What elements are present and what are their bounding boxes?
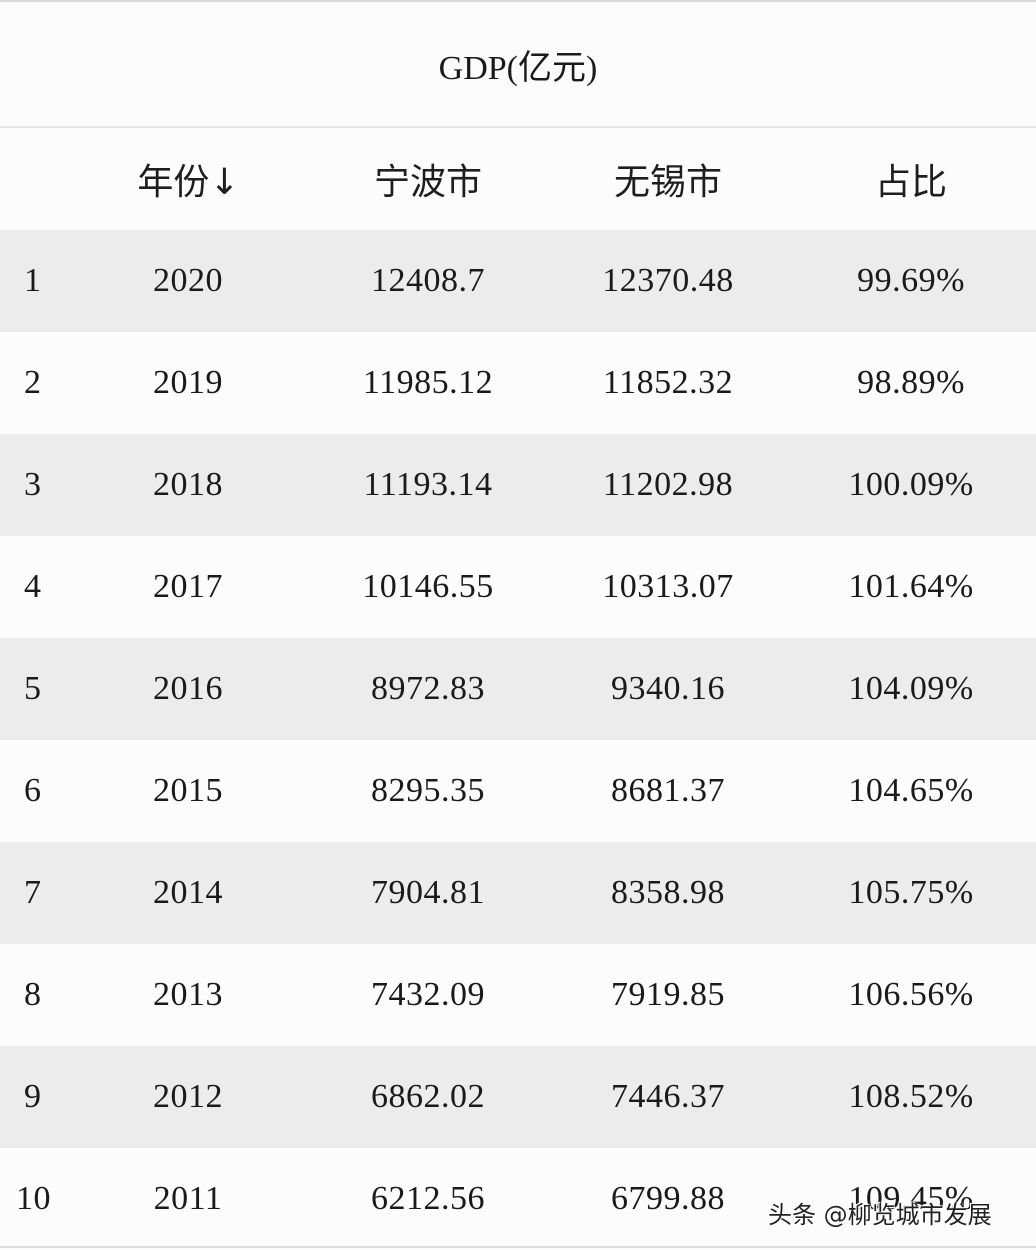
cell-wuxi-gdp: 7446.37 xyxy=(611,1078,725,1115)
table-row: 6 2015 8295.35 8681.37 104.65% xyxy=(0,740,1036,842)
cell-wuxi-gdp: 7919.85 xyxy=(611,976,725,1013)
cell-year: 2015 xyxy=(153,772,223,809)
table-row: 7 2014 7904.81 8358.98 105.75% xyxy=(0,842,1036,944)
cell-year: 2013 xyxy=(153,976,223,1013)
header-index xyxy=(0,128,70,230)
row-index: 6 xyxy=(24,772,42,809)
row-index: 4 xyxy=(24,568,42,605)
cell-ratio: 108.52% xyxy=(848,1078,974,1115)
table-row: 10 2011 6212.56 6799.88 109.45% xyxy=(0,1148,1036,1250)
cell-wuxi-gdp: 6799.88 xyxy=(611,1180,725,1217)
table-row: 2 2019 11985.12 11852.32 98.89% xyxy=(0,332,1036,434)
cell-year: 2020 xyxy=(153,262,223,299)
cell-ningbo-gdp: 6212.56 xyxy=(371,1180,485,1217)
cell-ratio: 106.56% xyxy=(848,976,974,1013)
cell-wuxi-gdp: 9340.16 xyxy=(611,670,725,707)
row-index: 3 xyxy=(24,466,42,503)
cell-ningbo-gdp: 11193.14 xyxy=(363,466,493,503)
row-index: 10 xyxy=(16,1180,51,1217)
cell-wuxi-gdp: 8358.98 xyxy=(611,874,725,911)
cell-ningbo-gdp: 8972.83 xyxy=(371,670,485,707)
table-row: 9 2012 6862.02 7446.37 108.52% xyxy=(0,1046,1036,1148)
cell-ratio: 101.64% xyxy=(848,568,974,605)
cell-ningbo-gdp: 7904.81 xyxy=(371,874,485,911)
table-row: 8 2013 7432.09 7919.85 106.56% xyxy=(0,944,1036,1046)
cell-year: 2011 xyxy=(153,1180,223,1217)
cell-wuxi-gdp: 8681.37 xyxy=(611,772,725,809)
cell-year: 2014 xyxy=(153,874,223,911)
cell-ningbo-gdp: 7432.09 xyxy=(371,976,485,1013)
cell-wuxi-gdp: 12370.48 xyxy=(602,262,734,299)
header-row: 年份↓ 宁波市 无锡市 占比 xyxy=(0,128,1036,230)
cell-year: 2018 xyxy=(153,466,223,503)
cell-ratio: 99.69% xyxy=(857,262,965,299)
cell-ningbo-gdp: 12408.7 xyxy=(371,262,485,299)
watermark: 头条 @柳览城市发展 xyxy=(768,1201,992,1229)
cell-year: 2017 xyxy=(153,568,223,605)
cell-year: 2019 xyxy=(153,364,223,401)
cell-ningbo-gdp: 6862.02 xyxy=(371,1078,485,1115)
header-wuxi[interactable]: 无锡市 xyxy=(613,162,722,203)
row-index: 2 xyxy=(24,364,42,401)
table-row: 4 2017 10146.55 10313.07 101.64% xyxy=(0,536,1036,638)
cell-ratio: 104.65% xyxy=(848,772,974,809)
header-ningbo[interactable]: 宁波市 xyxy=(373,162,482,203)
row-index: 9 xyxy=(24,1078,42,1115)
cell-ningbo-gdp: 8295.35 xyxy=(371,772,485,809)
cell-wuxi-gdp: 10313.07 xyxy=(602,568,734,605)
cell-wuxi-gdp: 11202.98 xyxy=(602,466,734,503)
cell-wuxi-gdp: 11852.32 xyxy=(602,364,734,401)
cell-ratio: 105.75% xyxy=(848,874,974,911)
bottom-border xyxy=(0,1246,1036,1248)
cell-ratio: 109.45% xyxy=(848,1180,974,1217)
top-border xyxy=(0,0,1036,2)
table-row: 5 2016 8972.83 9340.16 104.09% xyxy=(0,638,1036,740)
cell-ratio: 104.09% xyxy=(848,670,974,707)
row-index: 1 xyxy=(24,262,42,299)
cell-ratio: 98.89% xyxy=(857,364,965,401)
header-year-sort[interactable]: 年份↓ xyxy=(137,162,240,203)
cell-ningbo-gdp: 11985.12 xyxy=(362,364,494,401)
row-index: 5 xyxy=(24,670,42,707)
table-row: 1 2020 12408.7 12370.48 99.69% xyxy=(0,230,1036,332)
row-index: 7 xyxy=(24,874,42,911)
row-index: 8 xyxy=(24,976,42,1013)
header-ratio[interactable]: 占比 xyxy=(874,162,947,203)
table-row: 3 2018 11193.14 11202.98 100.09% xyxy=(0,434,1036,536)
gdp-table: 年份↓ 宁波市 无锡市 占比 1 2020 12408.7 12370.48 99.69… xyxy=(0,128,1036,1250)
title-divider xyxy=(0,126,1036,128)
table-title: GDP(亿元) xyxy=(0,2,1036,126)
cell-year: 2012 xyxy=(153,1078,223,1115)
cell-ratio: 100.09% xyxy=(848,466,974,503)
cell-ningbo-gdp: 10146.55 xyxy=(362,568,494,605)
cell-year: 2016 xyxy=(153,670,223,707)
